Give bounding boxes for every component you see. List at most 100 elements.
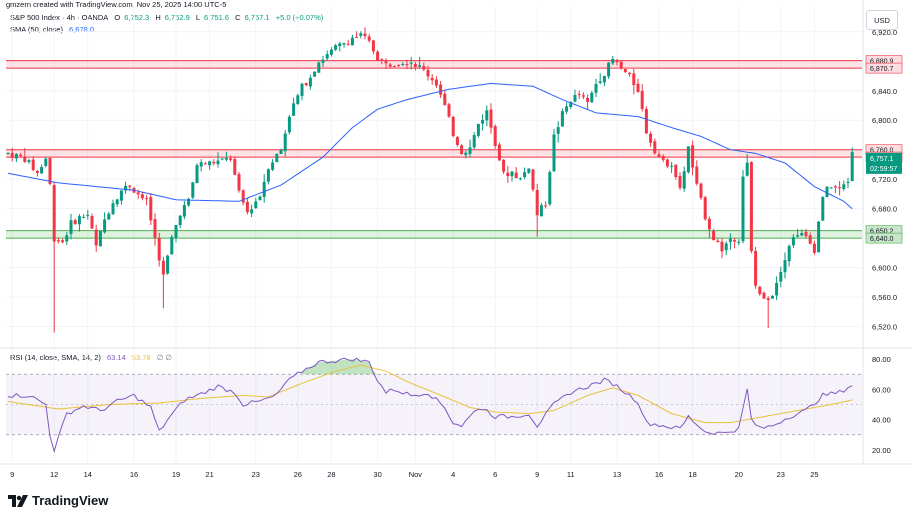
- current-price-label: 6,757.1: [870, 156, 893, 163]
- candle-body: [56, 240, 60, 242]
- time-tick-label: 4: [451, 470, 455, 479]
- candle-body: [833, 186, 837, 188]
- tradingview-logo-icon: [8, 494, 28, 507]
- candle-body: [838, 187, 842, 189]
- symbol-name[interactable]: S&P 500 Index · 4h · OANDA: [10, 13, 109, 22]
- candle-body: [191, 182, 195, 198]
- candle-body: [846, 181, 850, 184]
- candle-body: [804, 231, 808, 237]
- rsi-legend[interactable]: RSI (14, close, SMA, 14, 2) 63.14 53.78 …: [10, 353, 176, 362]
- candle-body: [338, 43, 342, 47]
- candle-body: [489, 109, 493, 128]
- candle-body: [665, 159, 669, 167]
- candle-body: [518, 178, 522, 180]
- candle-body: [321, 59, 325, 63]
- time-tick-label: 19: [172, 470, 180, 479]
- candle-body: [124, 185, 128, 191]
- candle-body: [73, 220, 77, 224]
- candle-body: [23, 156, 27, 162]
- candle-body: [611, 58, 615, 64]
- chart-canvas[interactable]: 6,520.0 6,560.0 6,600.0 6,640.0 6,680.0 6,720…: [0, 0, 912, 490]
- resistance-zone-label: 6,760.0: [870, 148, 893, 155]
- candle-body: [308, 77, 312, 87]
- candle-body: [573, 95, 577, 102]
- candle-body: [237, 174, 241, 191]
- candle-body: [451, 116, 455, 137]
- candle-body: [258, 196, 262, 201]
- candle-body: [187, 198, 191, 206]
- candle-body: [157, 237, 161, 261]
- candle-body: [565, 106, 569, 112]
- candle-body: [376, 51, 380, 61]
- price-tick-label: 6,720.0: [872, 175, 897, 184]
- rsi-tick-label: 20.00: [872, 446, 891, 455]
- candle-body: [98, 230, 102, 247]
- candle-body: [615, 60, 619, 63]
- candle-body: [346, 43, 350, 45]
- currency-label: USD: [874, 15, 890, 25]
- resistance-zone-label-box: [865, 62, 903, 74]
- candle-body: [808, 235, 812, 244]
- time-tick-label: 12: [50, 470, 58, 479]
- candle-body: [842, 184, 846, 190]
- time-tick-label: 13: [613, 470, 621, 479]
- countdown-label: 02:59:57: [870, 166, 897, 173]
- candle-body: [35, 170, 39, 173]
- candle-body: [443, 93, 447, 106]
- candle-body: [178, 215, 182, 225]
- candle-body: [817, 221, 821, 253]
- candle-body: [548, 172, 552, 205]
- candle-body: [170, 236, 174, 255]
- rsi-pane: [6, 357, 862, 454]
- candle-body: [241, 190, 245, 203]
- candle-body: [405, 64, 409, 66]
- sma-value: 6,678.0: [69, 25, 95, 34]
- candles: [6, 27, 854, 333]
- currency-button[interactable]: USD: [866, 10, 898, 30]
- symbol-legend: S&P 500 Index · 4h · OANDA O 6,752.3 H 6,7…: [10, 13, 327, 22]
- candle-body: [644, 108, 648, 134]
- rsi-label: RSI (14, close, SMA, 14, 2): [10, 353, 101, 362]
- time-tick-label: 20: [735, 470, 743, 479]
- price-tick-label: 6,600.0: [872, 264, 897, 273]
- candle-body: [531, 169, 535, 190]
- candle-body: [745, 162, 749, 176]
- candle-body: [413, 64, 417, 67]
- candle-body: [153, 219, 157, 238]
- sma-legend[interactable]: SMA (50, close) 6,678.0: [10, 25, 98, 34]
- candle-body: [670, 165, 674, 167]
- time-tick-label: 16: [655, 470, 663, 479]
- high-value: 6,762.9: [164, 13, 190, 22]
- candle-body: [271, 162, 275, 170]
- candle-body: [791, 237, 795, 246]
- rsi-tick-label: 60.00: [872, 385, 891, 394]
- candle-body: [65, 235, 69, 242]
- rsi-visibility-icons[interactable]: ∅ ∅: [156, 353, 172, 362]
- candle-body: [678, 176, 682, 188]
- candle-body: [422, 66, 426, 70]
- candle-body: [707, 218, 711, 230]
- candle-body: [716, 240, 720, 243]
- time-tick-label: 26: [294, 470, 302, 479]
- candle-body: [199, 162, 203, 167]
- candle-body: [317, 62, 321, 73]
- candle-body: [31, 159, 35, 170]
- brand-name: TradingView: [32, 493, 109, 508]
- brand-logo[interactable]: TradingView: [8, 493, 108, 508]
- candle-body: [392, 66, 396, 68]
- rsi-sma-line: [7, 364, 853, 424]
- candle-body: [355, 36, 359, 38]
- candle-body: [569, 102, 573, 107]
- support-zone-label-box: [865, 232, 903, 244]
- candle-body: [703, 197, 707, 220]
- candle-body: [758, 286, 762, 295]
- candle-body: [182, 205, 186, 217]
- candle-body: [409, 62, 413, 64]
- time-tick-label: 9: [535, 470, 539, 479]
- candle-body: [632, 73, 636, 86]
- price-tick-label: 6,520.0: [872, 323, 897, 332]
- close-label: C: [235, 13, 241, 22]
- candle-body: [94, 229, 98, 246]
- price-tick-label: 6,840.0: [872, 87, 897, 96]
- candle-body: [825, 186, 829, 197]
